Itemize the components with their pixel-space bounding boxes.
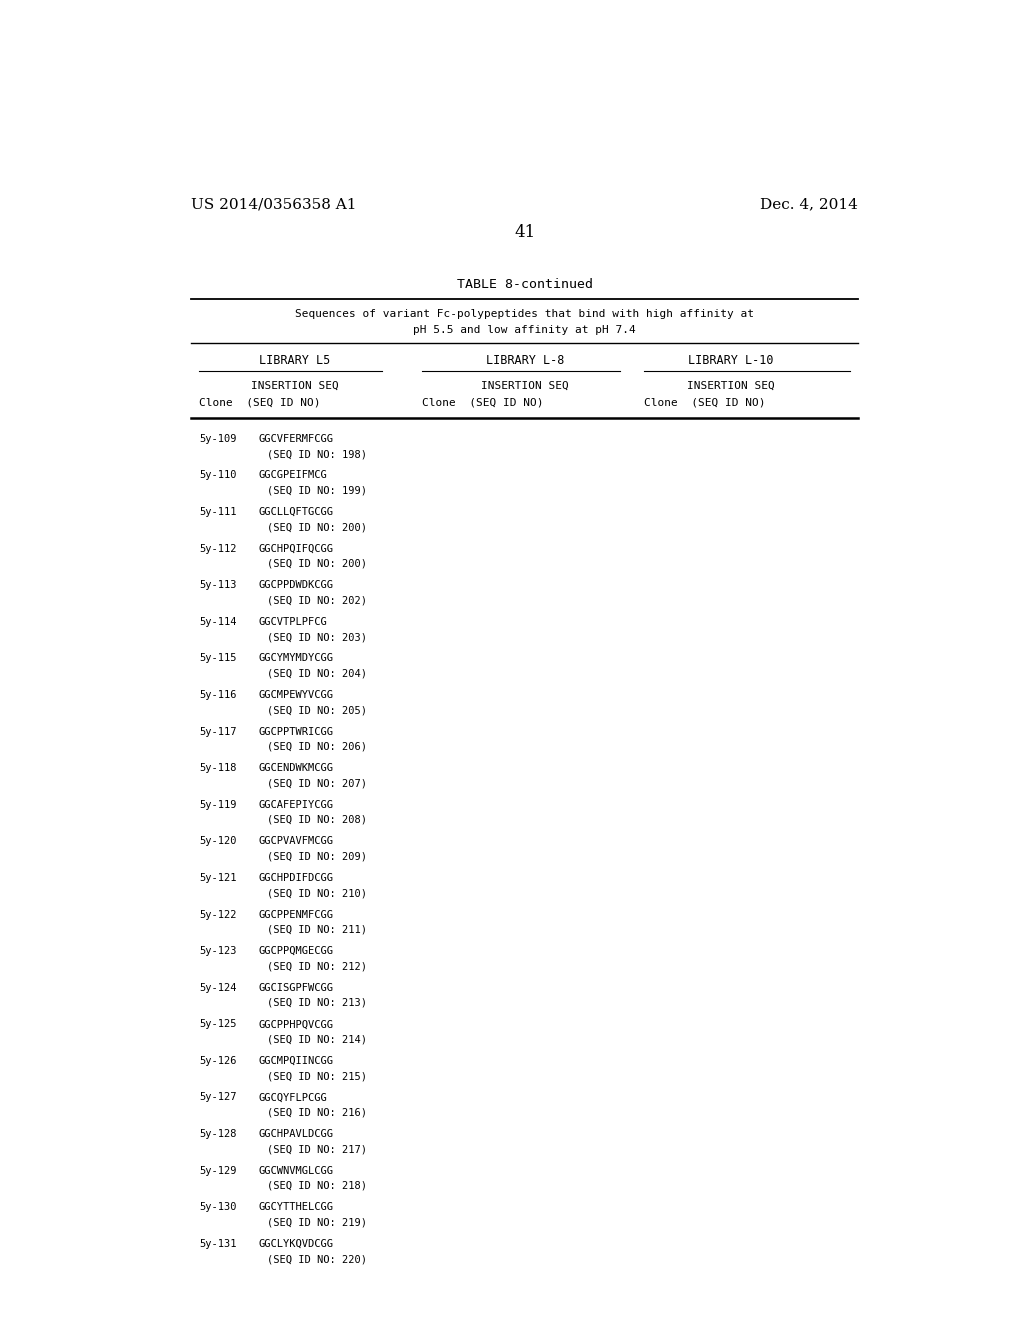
Text: GGCWNVMGLCGG: GGCWNVMGLCGG bbox=[259, 1166, 334, 1176]
Text: INSERTION SEQ: INSERTION SEQ bbox=[481, 381, 568, 391]
Text: GGCGPEIFMCG: GGCGPEIFMCG bbox=[259, 470, 328, 480]
Text: (SEQ ID NO: 204): (SEQ ID NO: 204) bbox=[267, 669, 367, 678]
Text: GGCHPDIFDCGG: GGCHPDIFDCGG bbox=[259, 873, 334, 883]
Text: (SEQ ID NO: 202): (SEQ ID NO: 202) bbox=[267, 595, 367, 606]
Text: 5y-111: 5y-111 bbox=[200, 507, 237, 517]
Text: 5y-112: 5y-112 bbox=[200, 544, 237, 553]
Text: GGCVTPLPFCG: GGCVTPLPFCG bbox=[259, 616, 328, 627]
Text: US 2014/0356358 A1: US 2014/0356358 A1 bbox=[191, 197, 357, 211]
Text: INSERTION SEQ: INSERTION SEQ bbox=[687, 381, 775, 391]
Text: GGCVFERMFCGG: GGCVFERMFCGG bbox=[259, 434, 334, 444]
Text: 5y-123: 5y-123 bbox=[200, 946, 237, 956]
Text: Clone  (SEQ ID NO): Clone (SEQ ID NO) bbox=[200, 397, 321, 408]
Text: (SEQ ID NO: 200): (SEQ ID NO: 200) bbox=[267, 523, 367, 532]
Text: GGCPPDWDKCGG: GGCPPDWDKCGG bbox=[259, 581, 334, 590]
Text: 5y-130: 5y-130 bbox=[200, 1203, 237, 1212]
Text: 5y-125: 5y-125 bbox=[200, 1019, 237, 1030]
Text: (SEQ ID NO: 213): (SEQ ID NO: 213) bbox=[267, 998, 367, 1008]
Text: (SEQ ID NO: 208): (SEQ ID NO: 208) bbox=[267, 814, 367, 825]
Text: (SEQ ID NO: 210): (SEQ ID NO: 210) bbox=[267, 888, 367, 898]
Text: (SEQ ID NO: 207): (SEQ ID NO: 207) bbox=[267, 779, 367, 788]
Text: (SEQ ID NO: 212): (SEQ ID NO: 212) bbox=[267, 961, 367, 972]
Text: 5y-119: 5y-119 bbox=[200, 800, 237, 809]
Text: 5y-117: 5y-117 bbox=[200, 726, 237, 737]
Text: 5y-118: 5y-118 bbox=[200, 763, 237, 774]
Text: (SEQ ID NO: 214): (SEQ ID NO: 214) bbox=[267, 1035, 367, 1044]
Text: GGCHPAVLDCGG: GGCHPAVLDCGG bbox=[259, 1129, 334, 1139]
Text: (SEQ ID NO: 198): (SEQ ID NO: 198) bbox=[267, 449, 367, 459]
Text: GGCAFEPIYCGG: GGCAFEPIYCGG bbox=[259, 800, 334, 809]
Text: GGCLYKQVDCGG: GGCLYKQVDCGG bbox=[259, 1239, 334, 1249]
Text: Dec. 4, 2014: Dec. 4, 2014 bbox=[760, 197, 858, 211]
Text: GGCYTTHELCGG: GGCYTTHELCGG bbox=[259, 1203, 334, 1212]
Text: LIBRARY L-10: LIBRARY L-10 bbox=[688, 354, 774, 367]
Text: 5y-131: 5y-131 bbox=[200, 1239, 237, 1249]
Text: (SEQ ID NO: 218): (SEQ ID NO: 218) bbox=[267, 1181, 367, 1191]
Text: (SEQ ID NO: 215): (SEQ ID NO: 215) bbox=[267, 1071, 367, 1081]
Text: 5y-122: 5y-122 bbox=[200, 909, 237, 920]
Text: GGCPPENMFCGG: GGCPPENMFCGG bbox=[259, 909, 334, 920]
Text: 41: 41 bbox=[514, 224, 536, 242]
Text: LIBRARY L-8: LIBRARY L-8 bbox=[485, 354, 564, 367]
Text: GGCISGPFWCGG: GGCISGPFWCGG bbox=[259, 982, 334, 993]
Text: 5y-128: 5y-128 bbox=[200, 1129, 237, 1139]
Text: 5y-129: 5y-129 bbox=[200, 1166, 237, 1176]
Text: 5y-114: 5y-114 bbox=[200, 616, 237, 627]
Text: GGCPPQMGECGG: GGCPPQMGECGG bbox=[259, 946, 334, 956]
Text: 5y-113: 5y-113 bbox=[200, 581, 237, 590]
Text: GGCENDWKMCGG: GGCENDWKMCGG bbox=[259, 763, 334, 774]
Text: 5y-115: 5y-115 bbox=[200, 653, 237, 664]
Text: 5y-124: 5y-124 bbox=[200, 982, 237, 993]
Text: GGCPPHPQVCGG: GGCPPHPQVCGG bbox=[259, 1019, 334, 1030]
Text: (SEQ ID NO: 217): (SEQ ID NO: 217) bbox=[267, 1144, 367, 1154]
Text: (SEQ ID NO: 205): (SEQ ID NO: 205) bbox=[267, 705, 367, 715]
Text: Clone  (SEQ ID NO): Clone (SEQ ID NO) bbox=[422, 397, 543, 408]
Text: TABLE 8-continued: TABLE 8-continued bbox=[457, 279, 593, 292]
Text: (SEQ ID NO: 216): (SEQ ID NO: 216) bbox=[267, 1107, 367, 1118]
Text: 5y-121: 5y-121 bbox=[200, 873, 237, 883]
Text: 5y-116: 5y-116 bbox=[200, 690, 237, 700]
Text: GGCPVAVFMCGG: GGCPVAVFMCGG bbox=[259, 837, 334, 846]
Text: GGCYMYMDYCGG: GGCYMYMDYCGG bbox=[259, 653, 334, 664]
Text: GGCQYFLPCGG: GGCQYFLPCGG bbox=[259, 1093, 328, 1102]
Text: (SEQ ID NO: 209): (SEQ ID NO: 209) bbox=[267, 851, 367, 862]
Text: (SEQ ID NO: 203): (SEQ ID NO: 203) bbox=[267, 632, 367, 642]
Text: LIBRARY L5: LIBRARY L5 bbox=[259, 354, 331, 367]
Text: 5y-110: 5y-110 bbox=[200, 470, 237, 480]
Text: GGCPPTWRICGG: GGCPPTWRICGG bbox=[259, 726, 334, 737]
Text: 5y-127: 5y-127 bbox=[200, 1093, 237, 1102]
Text: 5y-120: 5y-120 bbox=[200, 837, 237, 846]
Text: (SEQ ID NO: 219): (SEQ ID NO: 219) bbox=[267, 1217, 367, 1228]
Text: 5y-109: 5y-109 bbox=[200, 434, 237, 444]
Text: (SEQ ID NO: 200): (SEQ ID NO: 200) bbox=[267, 558, 367, 569]
Text: (SEQ ID NO: 220): (SEQ ID NO: 220) bbox=[267, 1254, 367, 1265]
Text: GGCMPEWYVCGG: GGCMPEWYVCGG bbox=[259, 690, 334, 700]
Text: pH 5.5 and low affinity at pH 7.4: pH 5.5 and low affinity at pH 7.4 bbox=[414, 325, 636, 335]
Text: (SEQ ID NO: 206): (SEQ ID NO: 206) bbox=[267, 742, 367, 752]
Text: (SEQ ID NO: 211): (SEQ ID NO: 211) bbox=[267, 925, 367, 935]
Text: Clone  (SEQ ID NO): Clone (SEQ ID NO) bbox=[644, 397, 765, 408]
Text: GGCHPQIFQCGG: GGCHPQIFQCGG bbox=[259, 544, 334, 553]
Text: 5y-126: 5y-126 bbox=[200, 1056, 237, 1065]
Text: INSERTION SEQ: INSERTION SEQ bbox=[251, 381, 339, 391]
Text: GGCMPQIINCGG: GGCMPQIINCGG bbox=[259, 1056, 334, 1065]
Text: Sequences of variant Fc-polypeptides that bind with high affinity at: Sequences of variant Fc-polypeptides tha… bbox=[295, 309, 755, 319]
Text: GGCLLQFTGCGG: GGCLLQFTGCGG bbox=[259, 507, 334, 517]
Text: (SEQ ID NO: 199): (SEQ ID NO: 199) bbox=[267, 486, 367, 496]
